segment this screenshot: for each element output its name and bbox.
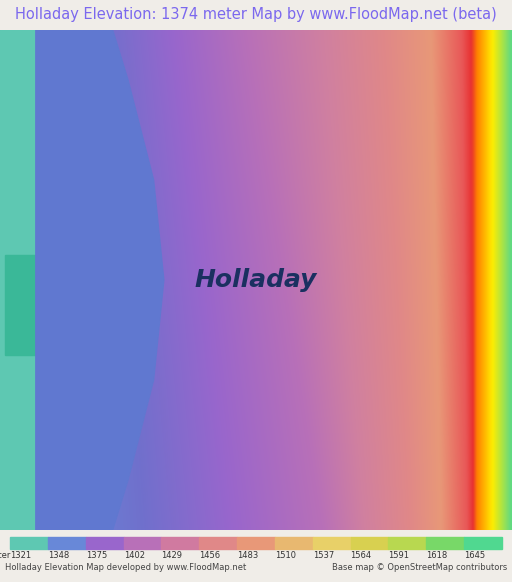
Text: Holladay Elevation: 1374 meter Map by www.FloodMap.net (beta): Holladay Elevation: 1374 meter Map by ww… — [15, 8, 497, 23]
Text: 1564: 1564 — [351, 551, 372, 560]
Text: 1618: 1618 — [426, 551, 447, 560]
Text: 1456: 1456 — [199, 551, 220, 560]
Bar — [275, 537, 313, 549]
Text: 1321: 1321 — [10, 551, 31, 560]
Bar — [313, 537, 351, 549]
Bar — [0, 30, 36, 530]
Text: Base map © OpenStreetMap contributors: Base map © OpenStreetMap contributors — [332, 563, 507, 572]
Text: 1429: 1429 — [161, 551, 182, 560]
Bar — [237, 537, 275, 549]
Text: 1483: 1483 — [237, 551, 259, 560]
Bar — [388, 537, 426, 549]
Text: 1537: 1537 — [313, 551, 334, 560]
Text: meter: meter — [0, 551, 10, 560]
Bar — [86, 537, 124, 549]
Text: 1348: 1348 — [48, 551, 69, 560]
Text: Holladay Elevation Map developed by www.FloodMap.net: Holladay Elevation Map developed by www.… — [5, 563, 246, 572]
Bar — [351, 537, 388, 549]
Bar — [426, 537, 464, 549]
Text: 1375: 1375 — [86, 551, 107, 560]
Bar — [10, 537, 48, 549]
Text: Holladay: Holladay — [195, 268, 317, 292]
Bar — [48, 537, 86, 549]
Text: 1645: 1645 — [464, 551, 485, 560]
Text: 1510: 1510 — [275, 551, 296, 560]
Text: 1402: 1402 — [124, 551, 145, 560]
Bar — [199, 537, 237, 549]
Text: 1591: 1591 — [388, 551, 409, 560]
Polygon shape — [36, 30, 164, 530]
Bar — [161, 537, 199, 549]
Bar — [5, 255, 41, 355]
Bar — [464, 537, 502, 549]
Bar — [124, 537, 161, 549]
FancyBboxPatch shape — [0, 355, 51, 530]
